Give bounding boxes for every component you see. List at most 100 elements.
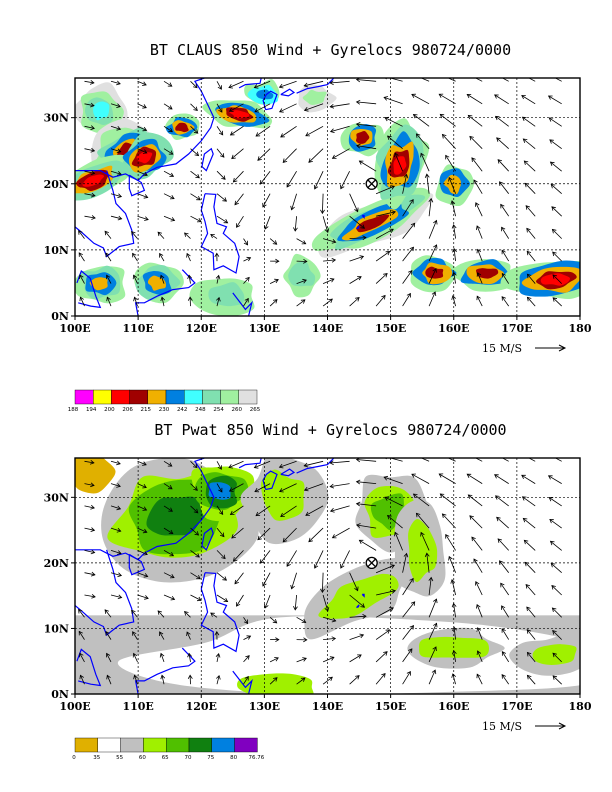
wind-vector (476, 604, 483, 618)
wind-vector-head (90, 192, 96, 198)
wind-vector (445, 534, 456, 551)
wind-vector (282, 148, 297, 163)
wind-vector (552, 630, 562, 640)
wind-vector (501, 674, 510, 685)
wind-vector-head (78, 252, 83, 257)
wind-vector-head (257, 535, 262, 541)
wind-vector (525, 584, 536, 596)
wind-vector (477, 272, 483, 284)
wind-vector (476, 296, 483, 307)
wind-vector (216, 483, 223, 493)
wind-vector (453, 627, 456, 640)
wind-vector (330, 460, 350, 464)
wind-vector (254, 80, 271, 88)
wind-vector-head (228, 487, 234, 492)
wind-vector (216, 594, 228, 602)
wind-vector-head (467, 114, 473, 120)
wind-vector-head (280, 133, 285, 138)
wind-vector-head (548, 497, 554, 502)
wind-vector-head (355, 122, 361, 127)
wind-vector (190, 550, 200, 558)
wind-vector-head (451, 673, 456, 678)
vector-scale-label: 15 M/S (482, 720, 522, 733)
wind-vector (499, 560, 510, 573)
wind-vector-head (184, 232, 189, 237)
wind-vector-head (331, 636, 337, 642)
wind-vector-head (219, 153, 225, 158)
wind-vector (236, 594, 244, 607)
wind-vector-head (275, 637, 280, 643)
wind-vector-head (362, 235, 367, 241)
wind-vector (475, 581, 483, 596)
wind-vector (133, 653, 138, 663)
wind-vector-head (221, 175, 226, 180)
wind-vector (137, 80, 147, 86)
wind-vector (294, 216, 297, 232)
wind-vector (428, 577, 432, 596)
wind-vector (494, 94, 509, 105)
wind-vector (552, 675, 562, 685)
x-tick-label: 140E (312, 700, 343, 713)
wind-vector (474, 458, 483, 462)
map-panel-2: BT Pwat 850 Wind + Gyrelocs 980724/0000 1… (44, 421, 592, 761)
wind-vector-head (90, 147, 96, 153)
wind-vector (402, 246, 414, 262)
wind-vector-head (467, 453, 471, 457)
wind-vector (349, 237, 367, 239)
wind-vector (110, 460, 121, 465)
wind-vector (84, 103, 95, 107)
wind-vector-head (403, 173, 409, 179)
wind-vector-head (159, 252, 164, 258)
wind-vector (190, 461, 198, 468)
wind-vector (416, 513, 430, 529)
wind-vector-head (501, 651, 506, 656)
wind-vector (279, 80, 297, 88)
wind-vector (264, 594, 271, 609)
wind-vector-head (387, 514, 392, 520)
x-tick-label: 140E (312, 322, 343, 335)
wind-vector-head (116, 483, 121, 488)
vector-scale-label: 15 M/S (482, 342, 522, 355)
wind-vector (501, 605, 510, 618)
colorbar-swatch (147, 389, 167, 405)
wind-vector-head (329, 103, 335, 109)
colorbar-label: 76.76 (249, 755, 265, 761)
wind-vector (255, 125, 271, 137)
x-tick-label: 100E (59, 700, 90, 713)
wind-vector-head (521, 454, 525, 458)
wind-vector-head (117, 193, 123, 198)
wind-vector-head (273, 299, 278, 304)
contour-region (229, 110, 250, 119)
wind-vector-head (170, 217, 176, 222)
wind-vector-head (142, 81, 147, 86)
wind-vector-head (169, 172, 175, 177)
wind-vector (78, 252, 85, 262)
colorbar-swatch (120, 737, 144, 753)
colorbar-label: 248 (195, 407, 206, 413)
wind-vector (349, 654, 362, 663)
wind-vector-head (186, 252, 191, 258)
wind-vector (105, 252, 112, 262)
wind-vector (304, 80, 324, 87)
wind-vector-head (550, 183, 556, 189)
wind-vector (420, 78, 430, 82)
wind-vector-head (142, 461, 147, 466)
wind-vector-head (501, 674, 506, 679)
wind-vector-head (501, 249, 506, 255)
colorbar: 188 194 200 206 215 230 242 248 254 260 265 (68, 389, 261, 413)
colorbar-label: 60 (139, 755, 146, 761)
wind-vector-head (466, 473, 472, 478)
wind-vector-head (526, 651, 532, 657)
wind-vector-head (381, 673, 386, 678)
wind-vector-head (79, 296, 84, 302)
y-tick-label: 20N (44, 557, 69, 570)
wind-vector (106, 653, 112, 663)
wind-vector-head (104, 230, 109, 236)
wind-vector-head (216, 674, 221, 680)
wind-vector-head (451, 271, 457, 277)
coastline (201, 527, 214, 551)
wind-vector (137, 527, 147, 533)
wind-vector-head (246, 635, 252, 640)
wind-vector (359, 539, 377, 551)
wind-vector-head (231, 154, 236, 160)
